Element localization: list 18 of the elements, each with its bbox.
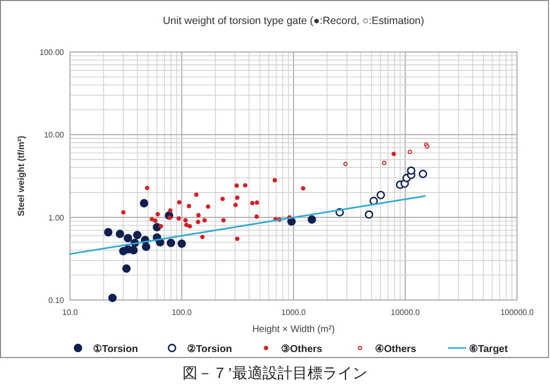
y-tick-label: 100.00 — [40, 48, 65, 57]
legend-label: ④Others — [375, 344, 417, 355]
x-tick-label: 1000.0 — [281, 308, 306, 317]
chart-title: Unit weight of torsion type gate (●:Record, ○:Estimation) — [162, 15, 424, 27]
text: 図－７’最適設計目標ライン — [182, 365, 368, 382]
legend-label: ②Torsion — [187, 344, 232, 355]
y-tick-label: 0.10 — [48, 296, 65, 305]
y-tick-label: 10.00 — [44, 130, 65, 140]
legend-label: ③Others — [281, 344, 323, 355]
legend-label: ①Torsion — [93, 344, 138, 355]
legend-label: ⑥Target — [469, 344, 508, 355]
x-axis-title: Height × Width (m²) — [252, 324, 335, 335]
x-tick-label: 10.0 — [62, 308, 78, 317]
x-tick-label: 10000.0 — [390, 308, 420, 317]
y-axis-title: Steel weight (tf/m²) — [16, 136, 26, 216]
x-tick-label: 100.0 — [172, 308, 192, 317]
x-tick-label: 100000.0 — [500, 308, 534, 317]
y-tick-label: 1.00 — [48, 213, 65, 222]
